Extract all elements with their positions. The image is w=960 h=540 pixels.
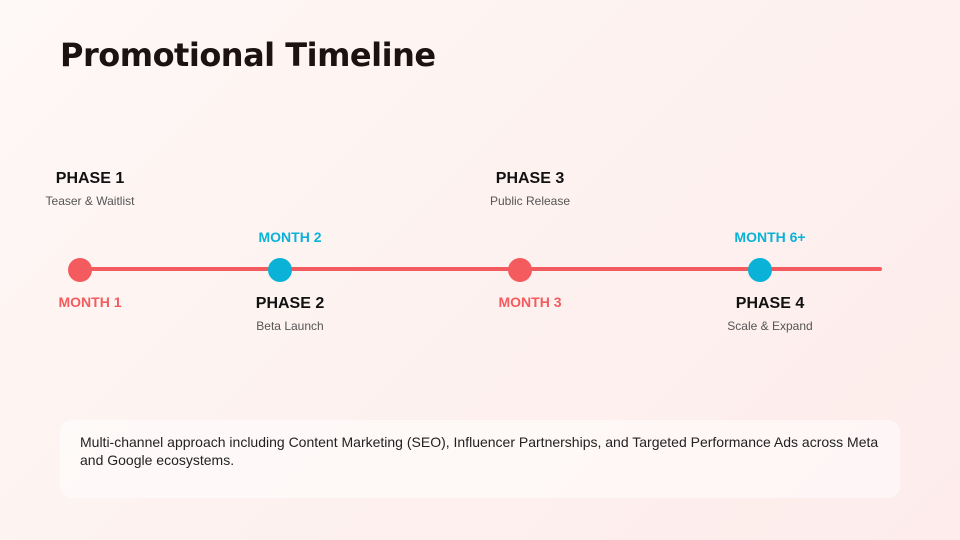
milestone-4-month: MONTH 6+ xyxy=(734,229,806,245)
milestone-4-phase-block: PHASE 4 Scale & Expand xyxy=(670,295,870,333)
milestone-3-month: MONTH 3 xyxy=(498,294,562,310)
milestone-1-phase-block: PHASE 1 Teaser & Waitlist xyxy=(0,170,190,208)
milestone-1-description: Teaser & Waitlist xyxy=(45,194,135,208)
milestone-1-month: MONTH 1 xyxy=(58,294,122,310)
slide-title: Promotional Timeline xyxy=(60,36,436,74)
timeline-line xyxy=(80,267,882,271)
strategy-note-card: Multi-channel approach including Content… xyxy=(60,420,900,498)
milestone-4-phase: PHASE 4 xyxy=(735,295,805,312)
milestone-2-phase: PHASE 2 xyxy=(255,295,325,312)
milestone-4-dot xyxy=(748,258,772,282)
milestone-3-dot xyxy=(508,258,532,282)
milestone-2-description: Beta Launch xyxy=(256,319,324,333)
milestone-4-description: Scale & Expand xyxy=(727,319,813,333)
milestone-2-dot xyxy=(268,258,292,282)
milestone-3-description: Public Release xyxy=(489,194,571,208)
milestone-1-phase: PHASE 1 xyxy=(55,170,125,187)
milestone-2-month: MONTH 2 xyxy=(258,229,322,245)
milestone-1-dot xyxy=(68,258,92,282)
milestone-2-phase-block: PHASE 2 Beta Launch xyxy=(190,295,390,333)
milestone-3-phase: PHASE 3 xyxy=(495,170,565,187)
milestone-3-phase-block: PHASE 3 Public Release xyxy=(430,170,630,208)
strategy-note-text: Multi-channel approach including Content… xyxy=(80,434,879,468)
